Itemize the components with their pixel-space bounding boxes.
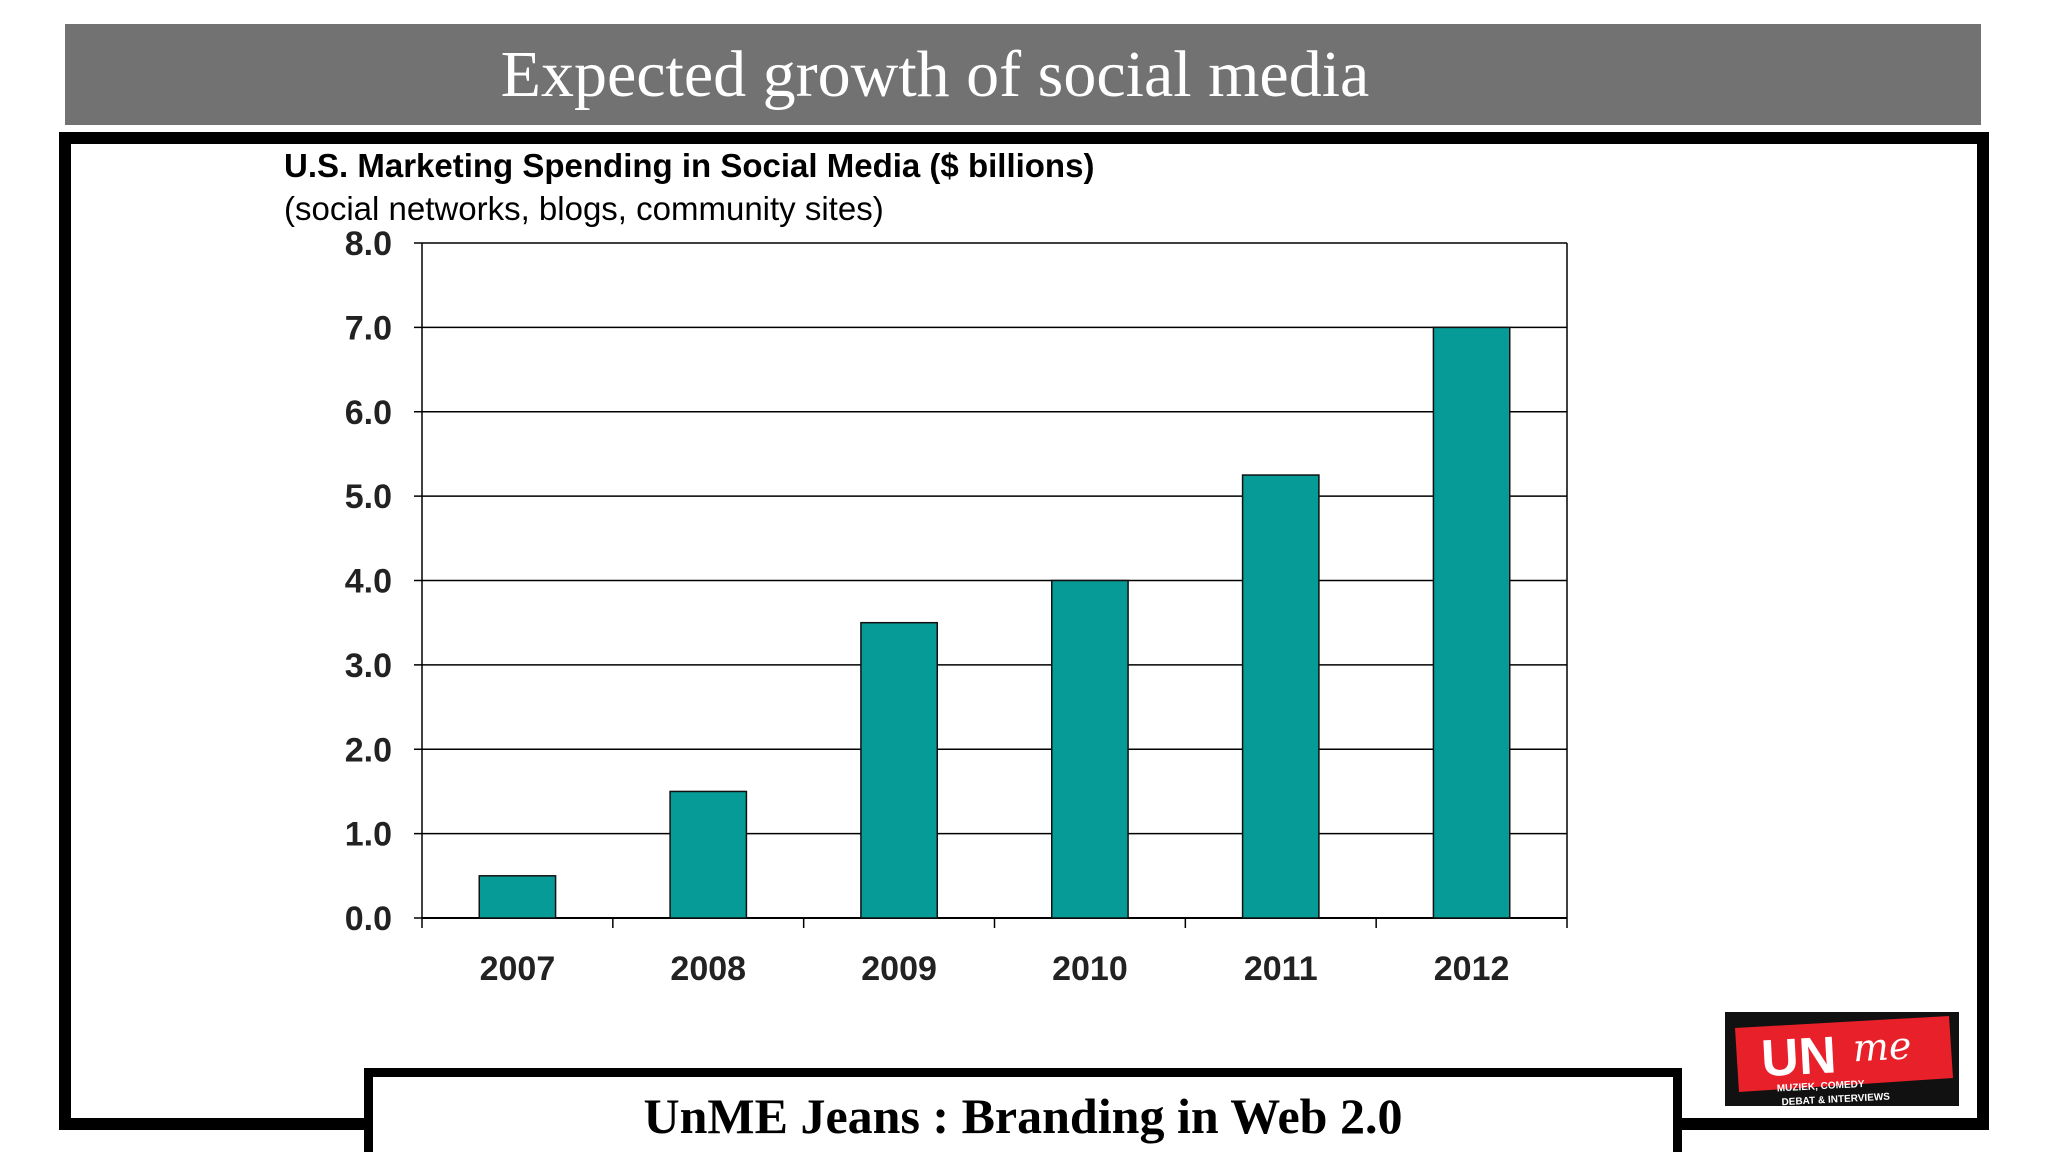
- bar-2011: [1241, 474, 1320, 919]
- y-tick-label: 1.0: [345, 816, 392, 854]
- bar-2009: [860, 621, 939, 919]
- y-tick-label: 4.0: [345, 563, 392, 601]
- bar-2010: [1051, 579, 1129, 919]
- x-tick-label: 2009: [861, 950, 937, 988]
- slide-title: Expected growth of social media: [500, 37, 1370, 111]
- x-tick-label: 2008: [670, 950, 746, 988]
- title-bar: Expected growth of social media: [65, 24, 1981, 125]
- footer-box: UnME Jeans : Branding in Web 2.0: [364, 1068, 1682, 1152]
- y-tick-label: 5.0: [345, 478, 392, 516]
- chart-title: U.S. Marketing Spending in Social Media …: [284, 147, 1095, 184]
- footer-text: UnME Jeans : Branding in Web 2.0: [643, 1087, 1403, 1144]
- logo-red-badge: [1735, 1016, 1953, 1092]
- y-tick-label: 0.0: [345, 900, 392, 938]
- x-tick-label: 2011: [1244, 950, 1318, 988]
- logo-tagline-1: MUZIEK, COMEDY: [1777, 1079, 1866, 1095]
- bar-2007: [478, 875, 557, 919]
- x-tick-label: 2012: [1434, 950, 1510, 988]
- bar-2008: [669, 790, 748, 919]
- y-tick-label: 8.0: [345, 225, 392, 263]
- x-tick-label: 2010: [1052, 950, 1128, 988]
- y-tick-label: 3.0: [345, 647, 392, 685]
- y-tick-label: 6.0: [345, 394, 392, 432]
- x-tick-label: 2007: [480, 950, 556, 988]
- logo-tagline-2: DEBAT & INTERVIEWS: [1781, 1092, 1890, 1106]
- y-tick-label: 7.0: [345, 309, 392, 347]
- chart-heading: U.S. Marketing Spending in Social Media …: [284, 146, 1094, 232]
- chart-subtitle: (social networks, blogs, community sites…: [284, 190, 884, 227]
- logo-wordmark: UN: [1760, 1026, 1838, 1088]
- bar-2012: [1432, 326, 1511, 919]
- y-tick-label: 2.0: [345, 731, 392, 769]
- unme-logo: UN me MUZIEK, COMEDY DEBAT & INTERVIEWS: [1725, 1012, 1959, 1106]
- logo-me: me: [1852, 1023, 1913, 1070]
